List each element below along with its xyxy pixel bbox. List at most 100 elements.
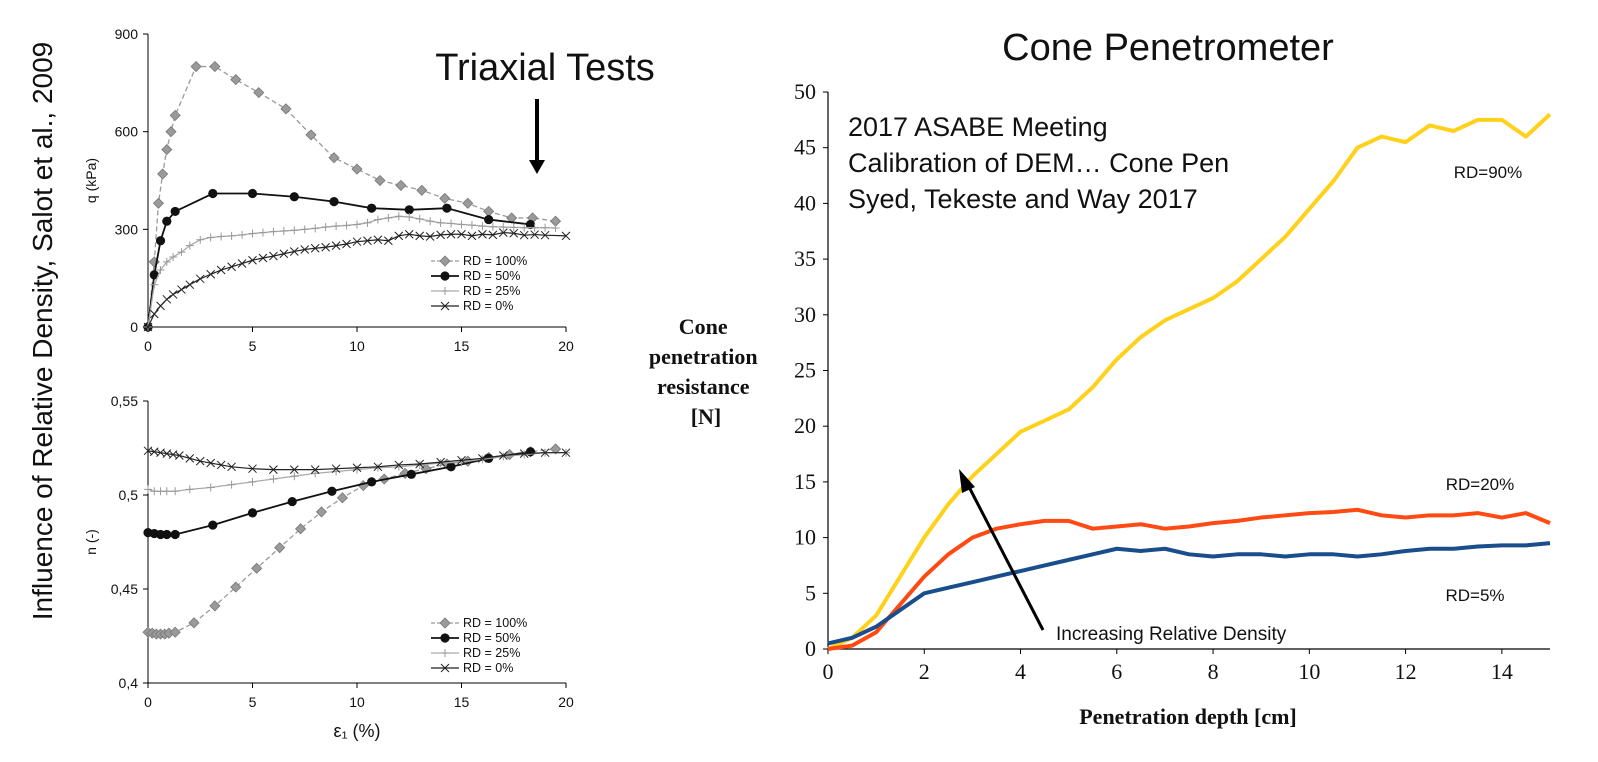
q-point-diamond <box>165 126 177 138</box>
q-legend-marker <box>439 255 451 267</box>
q-legend-marker <box>441 287 449 295</box>
q-point-plus <box>185 241 194 250</box>
q-point-x-b <box>457 229 466 239</box>
q-point-diamond <box>439 192 451 204</box>
n-point-x-b <box>269 465 278 474</box>
q-point-plus <box>478 222 487 231</box>
q-point-plus <box>279 226 288 235</box>
q-point-x-b <box>195 274 205 284</box>
side-title: Influence of Relative Density, Salot et … <box>27 42 58 620</box>
cone-ytick-label: 10 <box>794 525 816 550</box>
n-point-x <box>478 453 487 463</box>
n-point-x-b <box>216 460 226 470</box>
n-point-x <box>394 460 404 470</box>
q-ytick-label: 0 <box>130 319 138 335</box>
q-point-diamond <box>416 184 428 196</box>
q-point-x <box>227 262 236 272</box>
n-legend-marker <box>440 663 450 673</box>
q-point-plus <box>426 217 435 226</box>
q-point-plus <box>169 253 178 262</box>
q-legend-marker <box>440 271 450 281</box>
q-line-x <box>147 231 567 328</box>
q-point-plus <box>206 233 215 242</box>
n-point-x-b <box>478 453 487 463</box>
n-xtick-label: 10 <box>349 694 365 710</box>
n-point-plus <box>171 487 180 496</box>
n-xtick-label: 0 <box>144 694 152 710</box>
cone-ylabel-line-1: Cone <box>679 314 728 339</box>
n-point-x <box>174 451 184 460</box>
q-point-plus <box>300 225 309 234</box>
n-series-x <box>143 446 571 474</box>
q-point-x <box>258 253 268 263</box>
q-point-x-b <box>289 247 299 256</box>
n-point-x <box>269 465 278 474</box>
q-point-plus <box>373 215 382 224</box>
n-point-diamond <box>549 443 562 455</box>
n-point-plus <box>520 450 529 459</box>
cone-ylabel-line-4: [N] <box>691 404 722 429</box>
n-point-plus <box>185 485 194 494</box>
q-point-x <box>352 237 362 247</box>
n-point-x-b <box>227 462 236 472</box>
q-point-x <box>415 231 425 241</box>
q-point-circle <box>247 188 258 199</box>
cone-ytick-label: 50 <box>794 79 816 104</box>
cone-ylabel-line-2: penetration <box>649 344 758 369</box>
q-point-diamond <box>374 174 386 187</box>
q-point-x-b <box>446 229 456 239</box>
cone-series-label: RD=5% <box>1445 586 1504 605</box>
n-point-x-b <box>195 456 205 466</box>
q-point-circle <box>170 206 180 217</box>
q-point-x-b <box>331 241 341 250</box>
n-point-diamond <box>169 626 181 638</box>
q-point-plus <box>321 223 330 232</box>
n-point-circle <box>367 477 377 487</box>
q-point-plus <box>290 226 299 235</box>
q-point-x <box>269 251 278 261</box>
q-point-x <box>561 231 571 241</box>
q-point-plus <box>269 227 278 236</box>
q-point-x-b <box>478 229 487 239</box>
cone-xlabel: Penetration depth [cm] <box>1079 704 1297 729</box>
n-legend-label: RD = 100% <box>463 616 527 630</box>
q-point-x-b <box>561 231 571 241</box>
n-point-plus <box>290 472 299 481</box>
cone-ytick-label: 5 <box>805 580 816 605</box>
n-point-x <box>498 451 508 460</box>
q-point-x-b <box>149 309 159 319</box>
n-point-circle <box>287 496 297 507</box>
q-point-x <box>289 247 299 256</box>
n-ytick-label: 0,55 <box>111 393 138 409</box>
q-point-circle <box>329 197 339 207</box>
q-point-x <box>404 229 414 239</box>
n-point-x-b <box>394 460 404 470</box>
n-point-plus <box>144 485 152 494</box>
q-ytick-label: 900 <box>115 26 139 42</box>
n-legend-marker-b <box>440 663 450 673</box>
q-point-x-b <box>519 230 529 240</box>
q-point-x-b <box>342 239 351 249</box>
q-point-plus <box>162 257 171 266</box>
q-point-x-b <box>373 235 383 245</box>
q-point-plus <box>530 223 539 232</box>
n-point-circle <box>162 529 172 540</box>
n-point-plus <box>206 483 215 492</box>
q-point-diamond <box>152 197 165 209</box>
q-point-x <box>216 265 226 275</box>
n-legend-label: RD = 25% <box>463 646 520 660</box>
n-point-x <box>415 459 425 469</box>
n-xlabel: ε₁ (%) <box>333 721 380 741</box>
q-legend-marker-b <box>440 301 450 311</box>
q-point-plus <box>363 218 372 227</box>
q-point-diamond <box>305 129 317 141</box>
q-point-x-b <box>269 251 278 261</box>
n-point-circle <box>446 462 456 472</box>
density-arrow-shaft <box>966 484 1045 631</box>
q-point-plus <box>227 231 236 240</box>
chart-porosity-vs-strain: 0 5 10 15 20 0,4 0,45 0,5 0,55 n (-) ε₁ (%) RD = 10… <box>83 393 574 741</box>
cone-ytick-label: 40 <box>794 190 816 215</box>
q-point-x-b <box>394 231 404 241</box>
cone-ytick-label: 35 <box>794 246 816 271</box>
q-point-x-b <box>488 230 498 240</box>
